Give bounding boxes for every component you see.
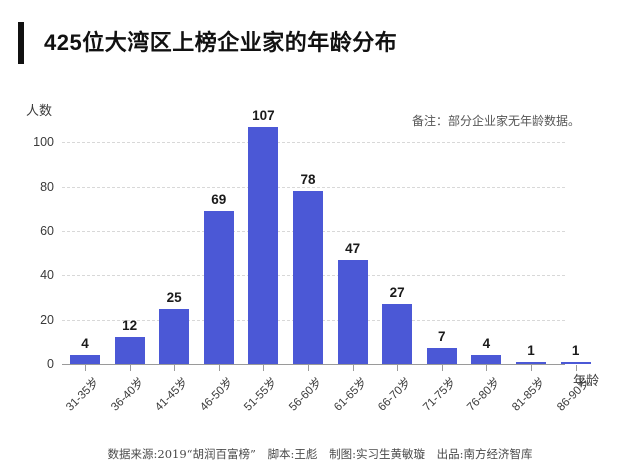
y-axis-title: 人数	[26, 103, 53, 118]
bar[interactable]	[560, 361, 591, 364]
title-accent-bar	[18, 22, 24, 64]
bar[interactable]	[114, 337, 145, 364]
x-axis-category-label: 56-60岁	[287, 376, 325, 414]
bar[interactable]	[382, 304, 413, 364]
x-axis-category-label: 41-45岁	[153, 376, 191, 414]
bar-value-label: 1	[527, 342, 535, 358]
y-axis-tick-label: 100	[33, 135, 54, 150]
x-axis-category-label: 76-80岁	[465, 376, 503, 414]
x-axis-tick	[352, 365, 354, 371]
y-axis-tick-label: 40	[40, 268, 54, 283]
y-axis-tick-label: 80	[40, 179, 54, 194]
x-axis-tick	[397, 365, 399, 371]
page-title: 425位大湾区上榜企业家的年龄分布	[44, 30, 398, 55]
x-axis-category-label: 46-50岁	[197, 376, 236, 414]
gridline	[62, 142, 565, 144]
bar-value-label: 12	[122, 318, 138, 334]
x-axis-category-label: 31-35岁	[64, 376, 102, 414]
bar[interactable]	[516, 361, 546, 364]
x-axis-tick	[129, 365, 131, 371]
bar-value-label: 27	[389, 285, 405, 301]
y-axis-tick-label: 60	[40, 223, 54, 238]
x-axis-tick	[308, 365, 309, 371]
bar-value-label: 78	[300, 171, 316, 187]
x-axis-tick	[575, 365, 577, 371]
footer-graphic: 制图:实习生黄敏璇	[329, 447, 425, 461]
bar-value-label: 7	[438, 329, 446, 345]
bar[interactable]	[203, 210, 234, 364]
bar[interactable]	[248, 126, 279, 364]
x-axis-tick	[441, 365, 443, 371]
y-axis-tick-label: 0	[47, 357, 54, 371]
x-axis-title: 年龄	[573, 373, 600, 388]
footer-producer: 出品:南方经济智库	[436, 447, 533, 461]
bar[interactable]	[337, 259, 368, 364]
chart-note: 备注：部分企业家无年龄数据。	[412, 114, 581, 128]
bar[interactable]	[293, 190, 323, 364]
x-axis-tick	[218, 365, 220, 371]
page-title-block: 425位大湾区上榜企业家的年龄分布	[18, 22, 397, 64]
x-axis-tick	[531, 365, 532, 371]
bar-value-label: 47	[345, 240, 361, 256]
x-axis-category-label: 66-70岁	[376, 376, 414, 414]
x-axis-category-label: 36-40岁	[108, 376, 147, 414]
bar[interactable]	[70, 355, 100, 364]
bar[interactable]	[426, 348, 457, 364]
bar[interactable]	[471, 355, 502, 364]
bar-value-label: 4	[482, 336, 491, 352]
y-axis-tick-label: 20	[40, 312, 54, 327]
bar[interactable]	[159, 308, 190, 364]
bar-value-label: 107	[252, 107, 275, 123]
footer-credits: 数据来源:2019“胡润百富榜” 脚本:王彪 制图:实习生黄敏璇 出品:南方经济…	[0, 446, 640, 462]
y-axis-tick-labels: 0 20 40 60 80 100	[0, 0, 54, 474]
x-axis-line	[62, 364, 565, 365]
footer-script: 脚本:王彪	[267, 447, 318, 461]
x-axis-tick	[85, 365, 86, 371]
bar-value-label: 25	[166, 289, 182, 305]
x-axis-category-label: 71-75岁	[420, 376, 459, 414]
bar-value-label: 69	[211, 191, 227, 207]
bar-value-label: 1	[571, 342, 580, 358]
x-axis-tick	[263, 365, 265, 371]
plot-area	[62, 120, 591, 364]
x-axis-category-label: 61-65岁	[331, 376, 370, 414]
x-axis-tick	[486, 365, 488, 371]
x-axis-category-label: 81-85岁	[510, 376, 548, 414]
gridline	[62, 186, 565, 188]
bar-value-label: 4	[81, 336, 89, 352]
footer-source: 数据来源:2019“胡润百富榜”	[107, 447, 256, 461]
x-axis-tick	[174, 365, 176, 371]
x-axis-category-label: 51-55岁	[242, 376, 280, 414]
